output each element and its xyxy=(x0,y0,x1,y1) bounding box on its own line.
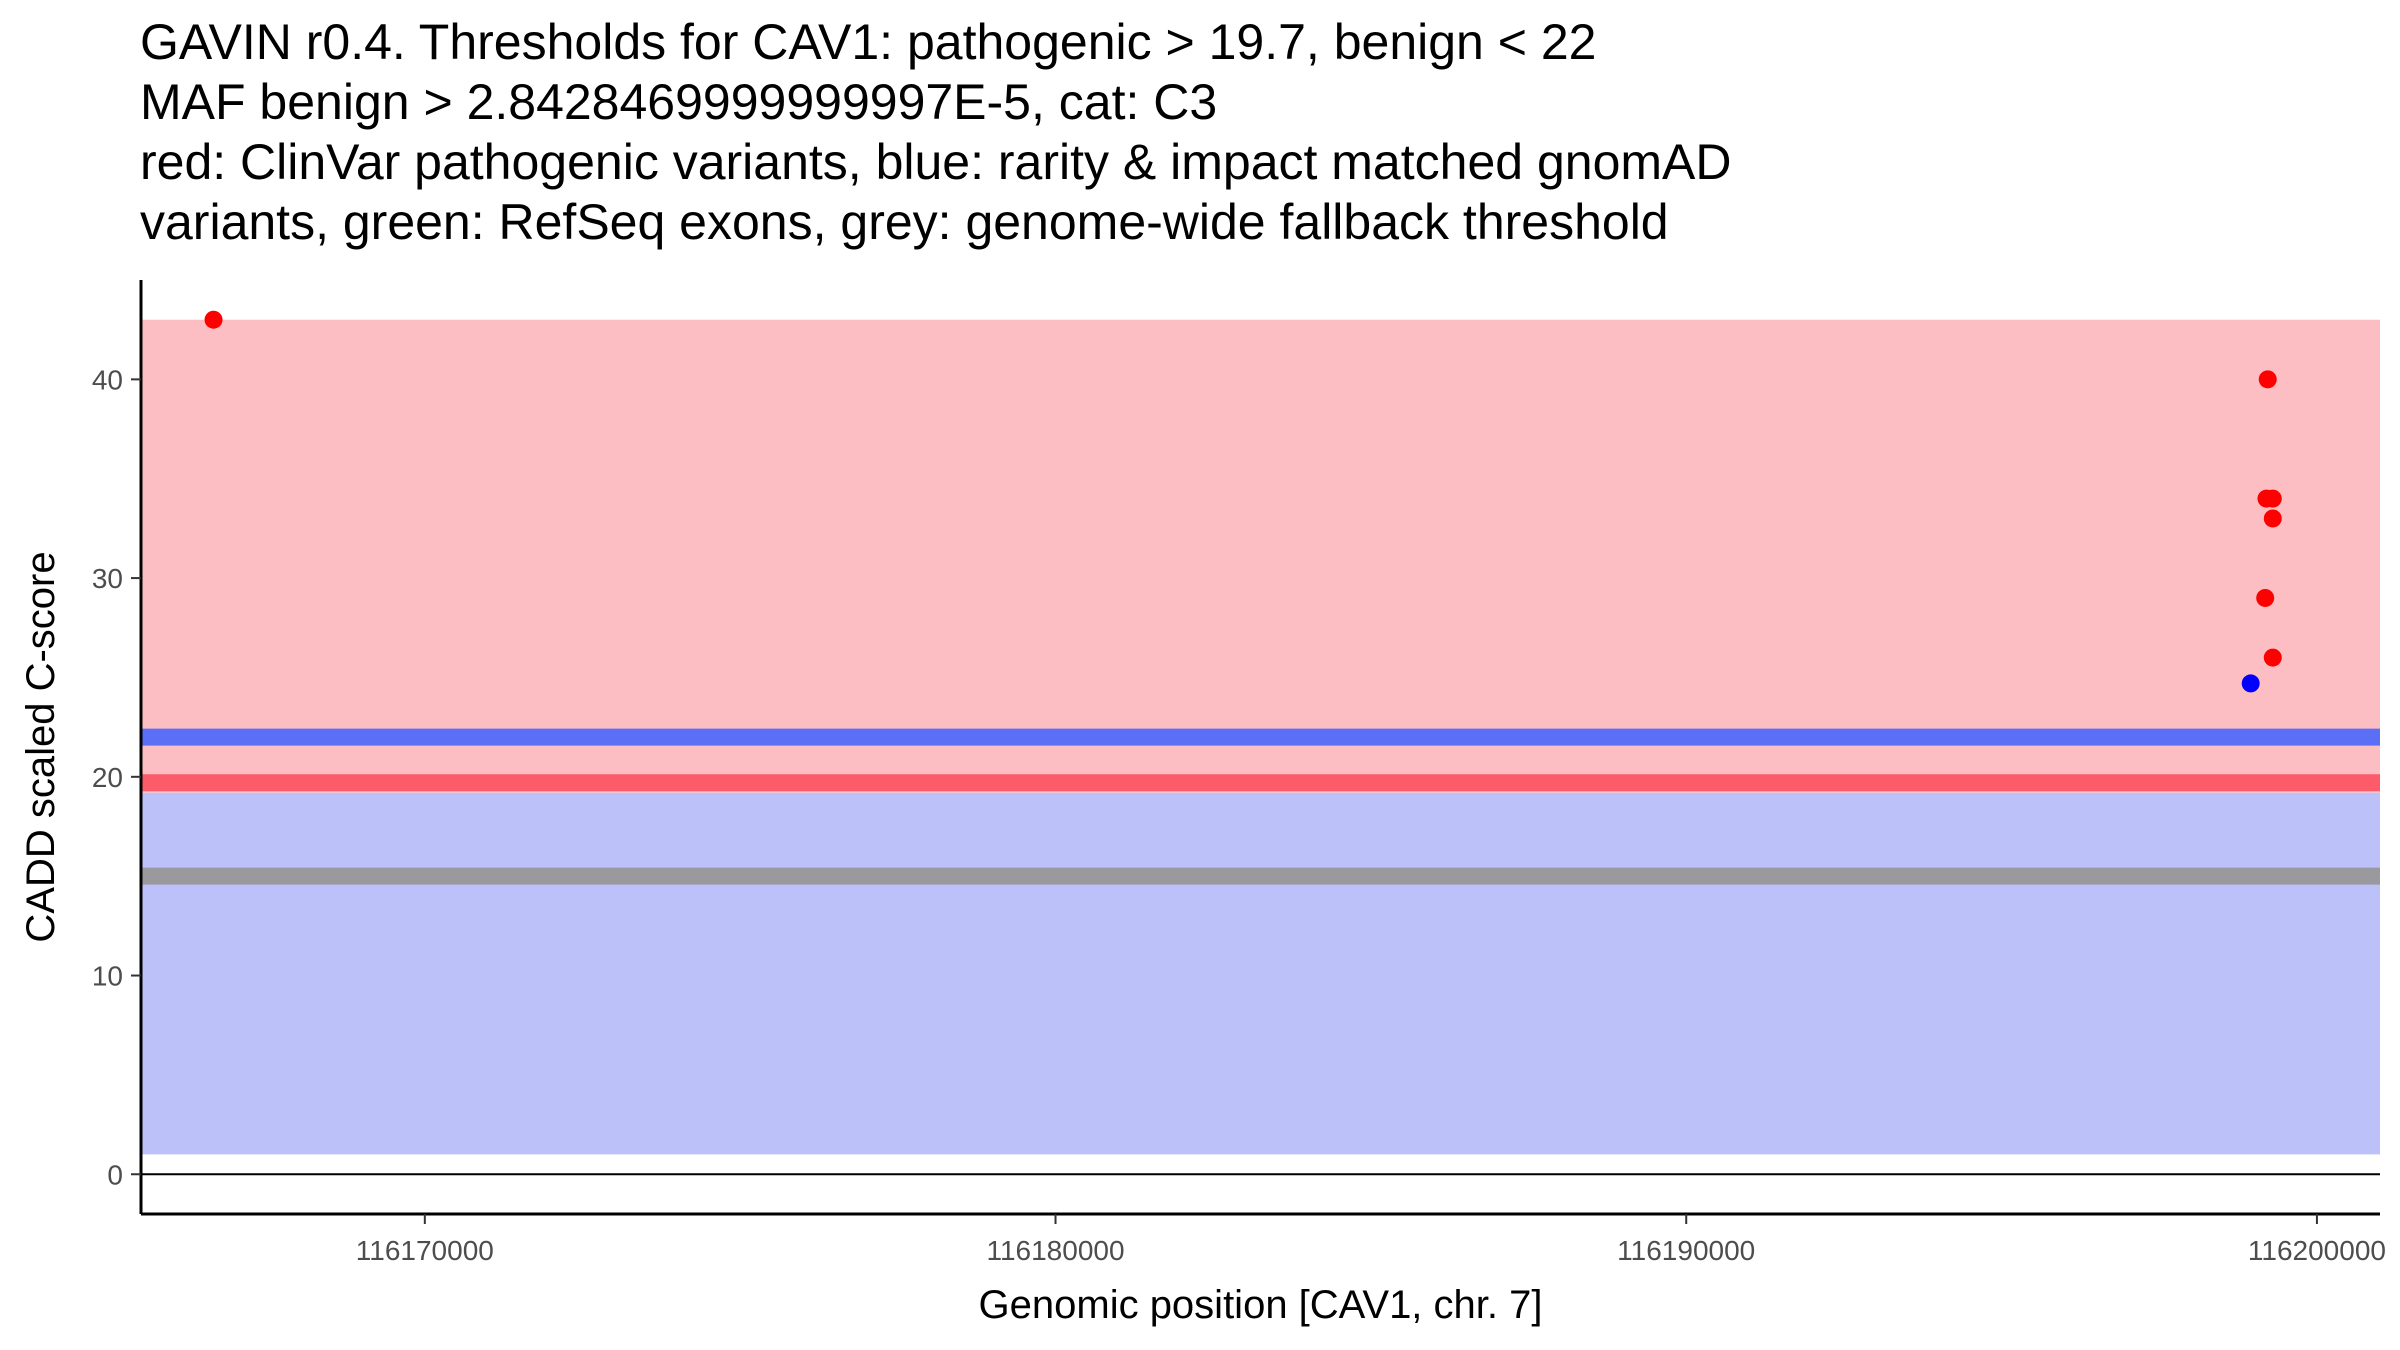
pathogenic-point-1 xyxy=(204,310,223,329)
title-line-2: MAF benign > 2.8428469999999997E-5, cat:… xyxy=(140,74,1218,130)
gnomad-point-1 xyxy=(2241,674,2260,693)
y-axis-ticks: 0 10 20 30 40 xyxy=(92,364,141,1190)
x-tick-label-4: 116200000 xyxy=(2248,1235,2386,1266)
benign-region xyxy=(141,792,2380,1155)
x-tick-label-3: 116190000 xyxy=(1617,1235,1755,1266)
title-line-4: variants, green: RefSeq exons, grey: gen… xyxy=(140,194,1669,250)
x-tick-label-2: 116180000 xyxy=(986,1235,1124,1266)
x-axis-title: Genomic position [CAV1, chr. 7] xyxy=(979,1283,1543,1327)
y-tick-label-2: 10 xyxy=(92,961,123,992)
pathogenic-point-5 xyxy=(2263,509,2282,528)
pathogenic-point-7 xyxy=(2263,648,2282,667)
y-tick-label-1: 0 xyxy=(107,1159,123,1190)
pathogenic-point-6 xyxy=(2256,588,2275,607)
threshold-lines xyxy=(141,728,2380,885)
x-axis-ticks: 116170000 116180000 116190000 116200000 xyxy=(356,1214,2386,1266)
pathogenic-point-2 xyxy=(2258,370,2277,389)
pathogenic-point-4 xyxy=(2263,489,2282,508)
pathogenic-region xyxy=(141,319,2380,793)
axes xyxy=(139,280,2380,1216)
x-tick-label-1: 116170000 xyxy=(356,1235,494,1266)
threshold-regions xyxy=(141,319,2380,1155)
y-tick-label-5: 40 xyxy=(92,364,123,395)
chart-title: GAVIN r0.4. Thresholds for CAV1: pathoge… xyxy=(140,12,1731,252)
y-tick-label-4: 30 xyxy=(92,563,123,594)
title-line-1: GAVIN r0.4. Thresholds for CAV1: pathoge… xyxy=(140,14,1597,70)
y-tick-label-3: 20 xyxy=(92,762,123,793)
y-axis-title: CADD scaled C-score xyxy=(19,551,63,942)
data-points xyxy=(204,310,2282,693)
title-line-3: red: ClinVar pathogenic variants, blue: … xyxy=(140,134,1732,190)
